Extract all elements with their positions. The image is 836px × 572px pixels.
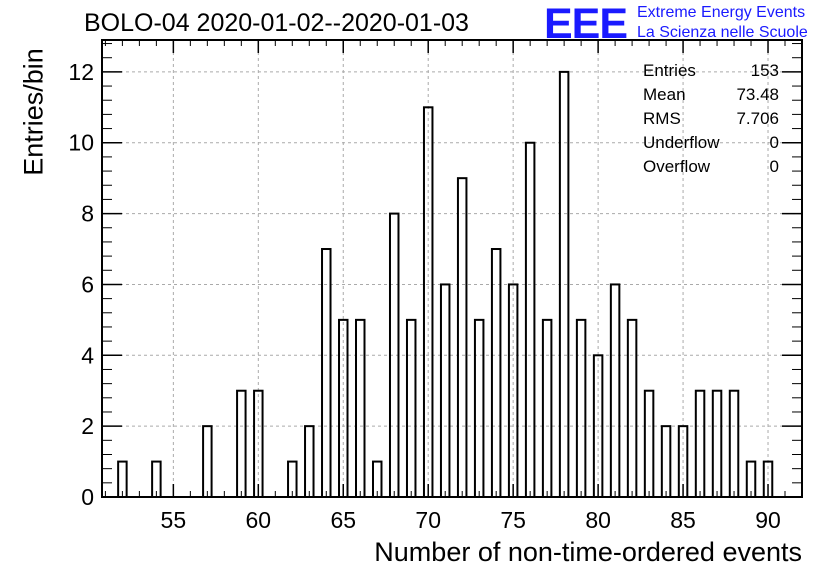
x-tick-label: 60 xyxy=(246,507,272,533)
histogram-bar xyxy=(524,141,536,499)
y-tick-label: 2 xyxy=(81,413,94,439)
histogram-bar xyxy=(694,389,706,498)
histogram-bar xyxy=(405,318,417,499)
stat-value: 0 xyxy=(770,133,779,152)
y-axis-label: Entries/bin xyxy=(18,48,49,176)
stats-box: Entries 153 Mean 73.48 RMS 7.706 Underflow 0 Ove… xyxy=(643,61,779,176)
y-tick-label: 4 xyxy=(81,342,94,368)
stat-value: 7.706 xyxy=(736,109,779,128)
y-tick-label: 6 xyxy=(81,271,94,297)
histogram-bar xyxy=(609,283,621,498)
axis-ticks xyxy=(102,40,802,498)
x-tick-label: 90 xyxy=(755,507,781,533)
logo-caption: Extreme Energy Events La Scienza nelle S… xyxy=(637,3,808,43)
stat-label: Overflow xyxy=(643,157,711,176)
histogram-bar xyxy=(643,389,655,498)
chart-title: BOLO-04 2020-01-02--2020-01-03 xyxy=(84,9,469,37)
histogram-bar xyxy=(490,248,502,498)
logo-line-2: La Scienza nelle Scuole xyxy=(637,24,808,41)
histogram-bar xyxy=(660,425,672,498)
stat-label: RMS xyxy=(643,109,681,128)
x-tick-label: 55 xyxy=(161,507,187,533)
logo-line-1: Extreme Energy Events xyxy=(637,4,806,21)
y-tick-label: 10 xyxy=(68,130,94,156)
x-tick-label: 85 xyxy=(670,507,696,533)
tick-labels: 55 60 65 70 75 80 85 90 0 2 4 6 8 10 12 xyxy=(68,59,780,533)
eee-logo: EEE xyxy=(544,0,628,48)
stat-value: 0 xyxy=(770,157,779,176)
histogram-bar xyxy=(202,425,213,498)
histogram-bar xyxy=(304,425,315,498)
histogram-bar xyxy=(541,318,553,499)
histogram-bar xyxy=(575,318,587,499)
x-tick-label: 80 xyxy=(585,507,611,533)
histogram-bar xyxy=(456,177,468,499)
x-tick-label: 75 xyxy=(500,507,526,533)
histogram-bar xyxy=(728,389,740,498)
histogram-bar xyxy=(626,318,638,499)
y-tick-label: 0 xyxy=(81,484,94,510)
y-tick-label: 12 xyxy=(68,59,94,85)
x-tick-label: 70 xyxy=(415,507,441,533)
histogram-bar xyxy=(439,283,451,498)
histogram-bar xyxy=(355,318,366,499)
histogram-bar xyxy=(473,318,485,499)
histogram-bar xyxy=(321,248,332,498)
stat-value: 73.48 xyxy=(736,85,779,104)
x-axis-label: Number of non-time-ordered events xyxy=(374,537,802,567)
stat-label: Entries xyxy=(643,61,696,80)
stat-label: Mean xyxy=(643,85,686,104)
plot-frame xyxy=(101,39,803,498)
x-tick-label: 65 xyxy=(330,507,356,533)
stat-label: Underflow xyxy=(643,133,720,152)
histogram-bar xyxy=(711,389,723,498)
stat-value: 153 xyxy=(751,61,779,80)
y-tick-label: 8 xyxy=(81,201,94,227)
grid-lines xyxy=(102,40,802,497)
histogram-bar xyxy=(236,389,247,498)
